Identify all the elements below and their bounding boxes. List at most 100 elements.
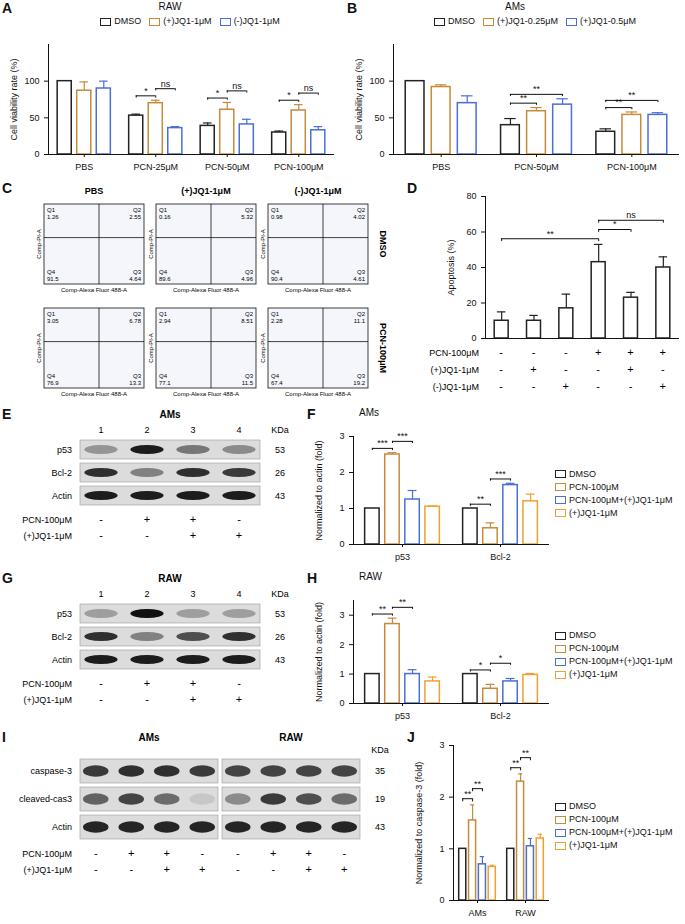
svg-text:+: + (144, 677, 150, 689)
svg-text:Comp-PI-A: Comp-PI-A (148, 229, 154, 259)
svg-text:43: 43 (275, 655, 285, 665)
svg-text:-: - (145, 529, 149, 541)
svg-text:-: - (99, 529, 103, 541)
svg-text:3: 3 (339, 431, 344, 441)
svg-text:-: - (564, 363, 568, 375)
svg-text:53: 53 (275, 445, 285, 455)
svg-text:77.1: 77.1 (159, 380, 171, 386)
svg-text:p53: p53 (395, 711, 410, 721)
svg-text:-: - (596, 380, 600, 392)
svg-text:***: *** (397, 431, 408, 441)
svg-text:2.94: 2.94 (159, 318, 171, 324)
svg-text:1.26: 1.26 (47, 214, 59, 220)
svg-text:50: 50 (29, 113, 39, 123)
svg-text:*: * (479, 660, 483, 670)
svg-text:(+)JQ1-1μM: (+)JQ1-1μM (24, 865, 72, 875)
svg-text:Q1: Q1 (271, 207, 280, 213)
svg-text:Apoptosis (%): Apoptosis (%) (446, 239, 456, 295)
svg-text:AMs: AMs (159, 409, 181, 420)
svg-text:***: *** (377, 438, 388, 448)
svg-text:+: + (199, 863, 205, 875)
svg-text:0: 0 (379, 149, 384, 159)
svg-text:**: ** (512, 758, 520, 768)
svg-text:***: *** (495, 469, 506, 479)
svg-text:*: * (499, 653, 503, 663)
svg-text:2.55: 2.55 (129, 214, 141, 220)
svg-text:Q2: Q2 (133, 311, 142, 317)
svg-text:Comp-PI-A: Comp-PI-A (260, 333, 266, 363)
svg-text:Comp-Alexa Fluor 488-A: Comp-Alexa Fluor 488-A (61, 391, 127, 397)
svg-text:+: + (144, 513, 150, 525)
svg-text:4.61: 4.61 (353, 276, 365, 282)
svg-text:+: + (128, 847, 134, 859)
svg-text:AMs: AMs (469, 908, 488, 918)
svg-text:Q4: Q4 (159, 269, 168, 275)
svg-text:(+)JQ1-1μM: (+)JQ1-1μM (431, 365, 479, 375)
svg-text:60: 60 (466, 227, 476, 237)
svg-text:-: - (99, 677, 103, 689)
svg-text:26: 26 (275, 468, 285, 478)
svg-text:2: 2 (144, 425, 149, 435)
svg-text:Q4: Q4 (47, 269, 56, 275)
svg-text:Q2: Q2 (357, 207, 366, 213)
svg-text:(-)JQ1-1μM: (-)JQ1-1μM (294, 186, 341, 196)
svg-text:-: - (145, 693, 149, 705)
svg-text:67.4: 67.4 (271, 380, 283, 386)
svg-text:PCN-100μM: PCN-100μM (378, 323, 388, 373)
svg-text:-: - (94, 847, 98, 859)
svg-text:90.4: 90.4 (271, 276, 283, 282)
svg-text:0: 0 (339, 539, 344, 549)
svg-text:-: - (129, 863, 133, 875)
svg-text:**: ** (379, 604, 387, 614)
svg-text:0: 0 (471, 333, 476, 342)
svg-text:Comp-PI-A: Comp-PI-A (260, 229, 266, 259)
svg-text:Comp-Alexa Fluor 488-A: Comp-Alexa Fluor 488-A (173, 391, 239, 397)
svg-text:cleaved-cas3: cleaved-cas3 (19, 794, 72, 804)
svg-text:Bcl-2: Bcl-2 (490, 552, 511, 562)
svg-text:3: 3 (190, 425, 195, 435)
svg-text:Q3: Q3 (245, 269, 254, 275)
svg-text:1: 1 (339, 503, 344, 513)
svg-text:p53: p53 (57, 445, 72, 455)
svg-text:Comp-Alexa Fluor 488-A: Comp-Alexa Fluor 488-A (285, 391, 351, 397)
svg-text:Q1: Q1 (47, 207, 56, 213)
svg-text:+: + (563, 380, 569, 392)
svg-text:+: + (530, 363, 536, 375)
svg-text:ns: ns (626, 210, 636, 220)
svg-text:Q4: Q4 (271, 373, 280, 379)
svg-text:Q3: Q3 (245, 373, 254, 379)
svg-text:PCN-100μM: PCN-100μM (607, 162, 657, 172)
svg-text:Comp-PI-A: Comp-PI-A (36, 333, 42, 363)
svg-text:**: ** (615, 97, 623, 107)
svg-text:Normalized to caspase-3 (fold): Normalized to caspase-3 (fold) (414, 762, 424, 885)
svg-text:-: - (237, 677, 241, 689)
svg-text:PCN-25μM: PCN-25μM (133, 162, 178, 172)
svg-text:-: - (499, 346, 503, 358)
svg-text:+: + (190, 693, 196, 705)
svg-text:Normalized to actin (fold): Normalized to actin (fold) (314, 440, 324, 540)
svg-text:Q1: Q1 (271, 311, 280, 317)
svg-text:6.78: 6.78 (129, 318, 141, 324)
svg-text:-: - (271, 863, 275, 875)
svg-text:0.16: 0.16 (159, 214, 171, 220)
svg-text:13.3: 13.3 (129, 380, 141, 386)
svg-text:+: + (341, 863, 347, 875)
svg-text:Q4: Q4 (47, 373, 56, 379)
svg-text:**: ** (464, 789, 472, 799)
svg-text:0: 0 (339, 698, 344, 708)
svg-text:*: * (144, 86, 148, 96)
svg-text:PCN-100μM: PCN-100μM (22, 679, 72, 689)
svg-text:RAW: RAW (279, 732, 303, 743)
svg-text:80: 80 (466, 191, 476, 201)
svg-text:Normalized to actin (fold): Normalized to actin (fold) (314, 602, 324, 702)
svg-text:-: - (564, 346, 568, 358)
svg-text:3: 3 (339, 610, 344, 620)
svg-text:-: - (236, 863, 240, 875)
svg-text:PBS: PBS (432, 162, 450, 172)
svg-text:Q3: Q3 (133, 373, 142, 379)
svg-text:Comp-Alexa Fluor 488-A: Comp-Alexa Fluor 488-A (61, 287, 127, 293)
svg-text:20: 20 (466, 298, 476, 308)
svg-text:Comp-PI-A: Comp-PI-A (36, 229, 42, 259)
svg-text:-: - (236, 847, 240, 859)
svg-text:KDa: KDa (271, 589, 289, 599)
